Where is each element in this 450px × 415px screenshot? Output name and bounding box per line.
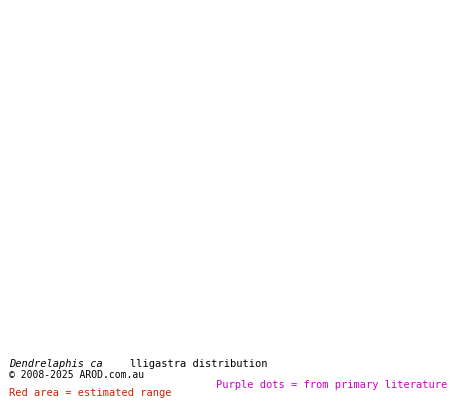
Text: lligastra distribution: lligastra distribution	[130, 359, 268, 369]
Text: Purple dots = from primary literature: Purple dots = from primary literature	[216, 380, 447, 390]
Text: © 2008-2025 AROD.com.au: © 2008-2025 AROD.com.au	[9, 370, 144, 380]
Text: Red area = estimated range: Red area = estimated range	[9, 388, 171, 398]
Text: Dendrelaphis ca: Dendrelaphis ca	[9, 359, 103, 369]
